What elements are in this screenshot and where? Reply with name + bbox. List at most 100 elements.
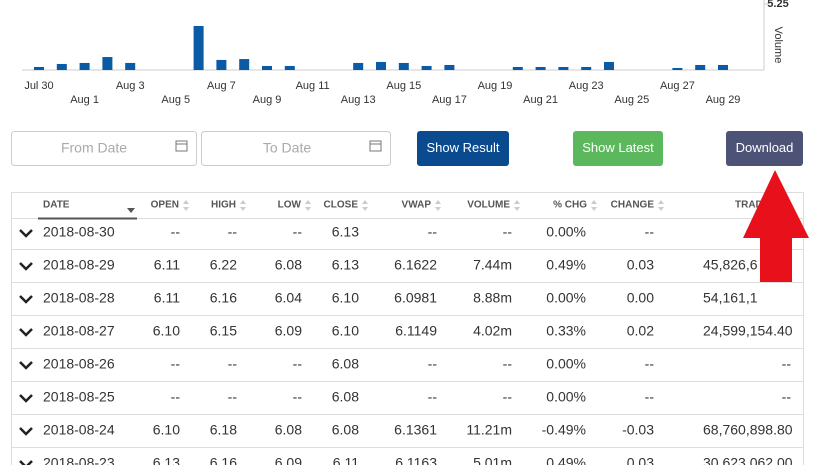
cell: --	[171, 224, 181, 240]
cell: 2018-08-30	[43, 224, 115, 240]
cell: 6.11	[154, 290, 180, 306]
cell: 6.1622	[394, 257, 437, 273]
bar	[79, 62, 90, 70]
x-tick-label: Aug 9	[253, 94, 282, 106]
red-arrow	[743, 170, 809, 282]
calendar-icon	[369, 140, 382, 152]
cell: 0.00%	[546, 290, 586, 306]
to-date-input[interactable]	[201, 131, 391, 166]
cell: 6.10	[332, 290, 359, 306]
sort-icon	[435, 200, 441, 211]
x-tick-label: Aug 3	[116, 80, 145, 92]
cell: --	[428, 356, 438, 372]
bar	[125, 62, 136, 70]
cell: 2018-08-23	[43, 455, 115, 465]
bar	[718, 64, 728, 70]
expand-chevron	[19, 361, 33, 370]
cell: 5.01m	[473, 455, 512, 465]
cell: 8.88m	[473, 290, 512, 306]
cell: --	[782, 389, 792, 405]
y-axis-label: Volume	[772, 27, 784, 64]
bar	[558, 66, 569, 70]
cell: --	[293, 356, 303, 372]
bar	[535, 66, 546, 70]
column-header: VOLUME	[467, 200, 510, 211]
x-tick-label: Aug 29	[706, 94, 741, 106]
bar	[398, 62, 409, 70]
cell: 6.08	[332, 389, 359, 405]
cell: 6.08	[332, 422, 359, 438]
bar	[284, 65, 295, 70]
bar	[216, 59, 227, 70]
cell: 6.16	[210, 290, 237, 306]
cell: 6.13	[332, 257, 359, 273]
download-button[interactable]	[726, 131, 803, 166]
expand-chevron	[19, 229, 33, 238]
cell: 0.33%	[546, 323, 586, 339]
x-tick-label: Aug 11	[296, 80, 330, 92]
cell: 0.03	[627, 455, 654, 465]
cell: 6.10	[332, 323, 359, 339]
cell: 68,760,898.80	[703, 422, 793, 438]
sort-icon	[362, 200, 368, 211]
bar	[672, 67, 683, 70]
cell: --	[645, 224, 655, 240]
cell: --	[428, 224, 438, 240]
cell: --	[171, 389, 181, 405]
cell: 6.10	[153, 323, 180, 339]
sort-icon	[658, 200, 664, 211]
button-label: Show Latest	[582, 140, 654, 155]
cell: 2018-08-24	[43, 422, 115, 438]
cell: 24,599,154.40	[703, 323, 793, 339]
cell: 2018-08-25	[43, 389, 115, 405]
sort-icon	[591, 200, 597, 211]
cell: 11.21m	[466, 422, 512, 438]
bar	[353, 62, 364, 70]
bar	[604, 61, 614, 70]
column-header: DATE	[43, 200, 70, 211]
bar	[34, 66, 44, 70]
show-result-button[interactable]	[417, 131, 509, 166]
cell: 6.08	[275, 257, 302, 273]
x-tick-label: Aug 15	[386, 80, 421, 92]
button-label: Show Result	[427, 140, 500, 155]
bar	[376, 61, 386, 70]
cell: 7.44m	[473, 257, 512, 273]
cell: 2018-08-26	[43, 356, 115, 372]
x-tick-label: Jul 30	[24, 80, 53, 92]
cell: --	[503, 389, 513, 405]
cell: 6.04	[275, 290, 302, 306]
cell: --	[228, 389, 238, 405]
x-tick-label: Aug 21	[523, 94, 558, 106]
cell: 6.08	[275, 422, 302, 438]
x-tick-label: Aug 19	[478, 80, 513, 92]
expand-chevron	[19, 460, 33, 465]
cell: --	[503, 224, 513, 240]
cell: 6.18	[210, 422, 237, 438]
cell: 6.0981	[394, 290, 437, 306]
from-date-input[interactable]	[11, 131, 197, 166]
cell: 6.15	[210, 323, 237, 339]
show-latest-button[interactable]	[573, 131, 663, 166]
bar	[193, 26, 204, 70]
cell: --	[293, 224, 303, 240]
cell: 2018-08-28	[43, 290, 115, 306]
cell: 6.08	[332, 356, 359, 372]
cell: 6.13	[153, 455, 180, 465]
x-tick-label: Aug 25	[614, 94, 649, 106]
cell: 6.16	[210, 455, 237, 465]
cell: --	[293, 389, 303, 405]
cell: 0.02	[627, 323, 654, 339]
bar	[102, 57, 113, 70]
cell: 6.09	[275, 455, 302, 465]
cell: -0.49%	[542, 422, 586, 438]
cell: 30,623,062.00	[703, 455, 793, 465]
cell: -0.03	[622, 422, 654, 438]
x-tick-label: Aug 5	[161, 94, 190, 106]
calendar-icon	[175, 140, 188, 152]
column-header: LOW	[278, 200, 302, 211]
x-tick-label: Aug 27	[660, 80, 695, 92]
x-tick-label: Aug 7	[207, 80, 236, 92]
